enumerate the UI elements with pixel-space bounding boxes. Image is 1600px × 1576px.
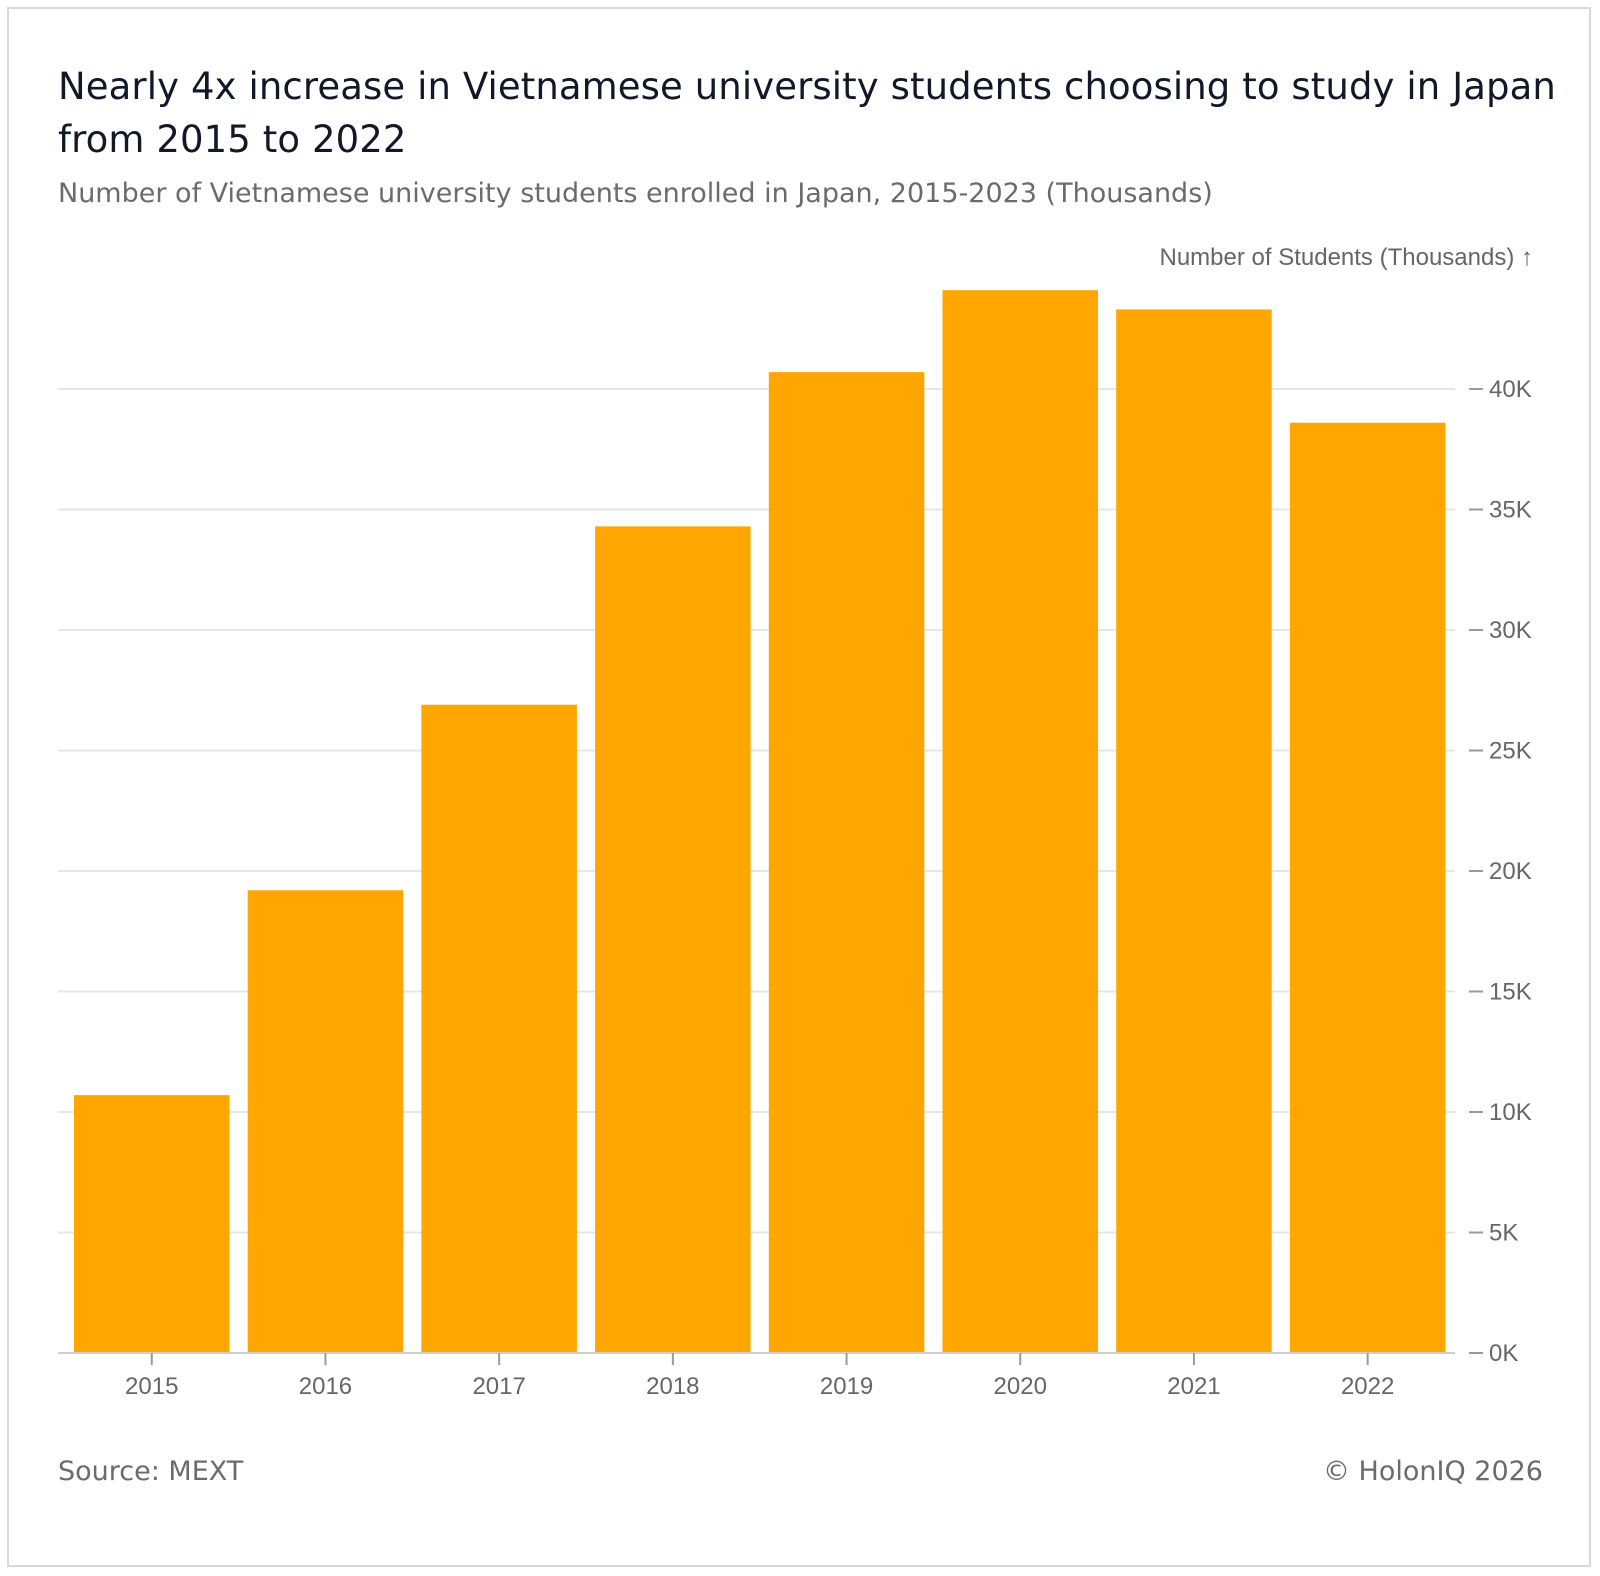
chart-subtitle: Number of Vietnamese university students…: [58, 178, 1213, 209]
x-tick-label: 2018: [646, 1373, 699, 1400]
bar-layer: [74, 290, 1446, 1354]
bar-2015[interactable]: [74, 1095, 230, 1353]
x-tick-label: 2019: [820, 1373, 873, 1400]
bar-2018[interactable]: [595, 526, 751, 1353]
y-tick-label: 20K: [1489, 858, 1532, 885]
source-note: Source: MEXT: [58, 1456, 244, 1487]
y-tick-label: 35K: [1489, 497, 1532, 524]
axis-layer: Number of Students (Thousands) ↑ 0K 5K 10K…: [58, 244, 1533, 1400]
x-tick-label: 2021: [1167, 1373, 1220, 1400]
bar-2016[interactable]: [247, 890, 404, 1353]
y-tick-label: 25K: [1489, 738, 1532, 765]
bar-2021[interactable]: [1116, 309, 1272, 1354]
bar-2019[interactable]: [768, 372, 925, 1353]
bar-2020[interactable]: [942, 290, 1099, 1354]
x-tick-label: 2015: [125, 1373, 178, 1400]
y-tick-label: 30K: [1489, 617, 1532, 644]
y-tick-label: 5K: [1489, 1220, 1518, 1247]
y-tick-label: 15K: [1489, 979, 1532, 1006]
copyright-note: © HolonIQ 2026: [1322, 1456, 1543, 1487]
y-tick-label: 10K: [1489, 1099, 1532, 1126]
chart-title: Nearly 4x increase in Vietnamese univers…: [58, 65, 1556, 161]
y-tick-label: 0K: [1489, 1340, 1518, 1367]
bar-2022[interactable]: [1289, 422, 1446, 1353]
bar-2017[interactable]: [421, 704, 577, 1353]
x-tick-label: 2020: [994, 1373, 1047, 1400]
x-tick-label: 2016: [299, 1373, 352, 1400]
y-tick-label: 40K: [1489, 376, 1532, 403]
x-tick-label: 2017: [472, 1373, 525, 1400]
y-axis-title: Number of Students (Thousands) ↑: [1159, 244, 1533, 271]
x-tick-label: 2022: [1341, 1373, 1394, 1400]
